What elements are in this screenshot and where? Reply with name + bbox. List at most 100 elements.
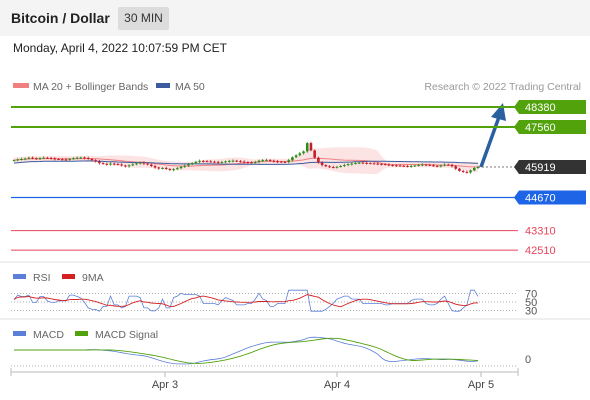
candle-body [168, 168, 172, 170]
header-bar [0, 0, 590, 36]
candle-body [79, 157, 83, 159]
candle-body [291, 157, 294, 161]
candle-body [253, 162, 257, 164]
candle-body [461, 170, 465, 172]
candle-body [205, 161, 209, 163]
candle-body [402, 165, 406, 167]
candle-body [279, 161, 283, 163]
candle-body [53, 158, 57, 160]
candle-body [354, 163, 357, 165]
candle-body [68, 158, 71, 160]
level-tag-resistance [514, 120, 586, 134]
candle-body [398, 165, 402, 167]
candle-body [131, 164, 135, 166]
level-label-resistance: 47560 [525, 122, 556, 134]
candle-body [346, 164, 350, 166]
candle-body [224, 161, 227, 163]
candle-body [94, 160, 97, 162]
candle-body [435, 165, 439, 167]
candle-body [86, 157, 90, 159]
candle-body [458, 168, 461, 171]
rsi-ma-legend-swatch [62, 274, 75, 279]
macd-pane: 0 [11, 336, 531, 367]
candle-body [350, 163, 354, 165]
bollinger-band-fill [14, 147, 478, 175]
candle-body [164, 167, 168, 169]
candle-body [75, 157, 79, 159]
candle-body [320, 162, 324, 166]
candle-body [16, 159, 20, 161]
candle-body [250, 162, 253, 164]
bollinger-legend-label: MA 20 + Bollinger Bands [33, 81, 148, 93]
candle-body [187, 164, 190, 166]
candle-body [298, 153, 302, 156]
candle-body [194, 161, 198, 164]
candle-body [372, 163, 376, 165]
candle-body [413, 165, 417, 167]
candle-body [409, 166, 413, 168]
candle-body [153, 166, 157, 168]
candle-body [138, 162, 142, 164]
macd-zero-label: 0 [525, 354, 531, 366]
candle-body [90, 158, 94, 161]
candle-body [261, 160, 265, 162]
candle-body [135, 163, 138, 165]
candle-body [324, 165, 328, 167]
chart-legend: MA 20 + Bollinger Bands MA 50 Research ©… [13, 81, 581, 93]
candle-body [302, 151, 305, 154]
candle-body [23, 158, 27, 160]
ma50-line [13, 160, 479, 165]
candle-body [428, 164, 432, 166]
candle-body [305, 143, 309, 152]
x-axis: Apr 3 Apr 4 Apr 5 [10, 368, 519, 391]
rsi-ma-legend-label: 9MA [82, 272, 104, 284]
candle-body [109, 163, 112, 165]
candle-body [242, 161, 246, 163]
candle-body [12, 160, 16, 162]
candle-body [380, 163, 383, 165]
macd-signal-legend-label: MACD Signal [95, 329, 158, 341]
candle-body [60, 159, 64, 161]
candle-body [34, 158, 38, 160]
macd-legend-label: MACD [33, 329, 64, 341]
candle-body [179, 166, 183, 169]
candle-body [112, 163, 116, 165]
timeframe-badge[interactable]: 30 MIN [118, 7, 169, 30]
candle-body [183, 165, 187, 167]
candle-body [38, 158, 42, 160]
ma20-line [13, 157, 479, 168]
main-pane [12, 102, 506, 175]
rsi-legend-swatch [13, 274, 26, 279]
candle-body [142, 162, 146, 164]
candle-body [124, 165, 127, 167]
rsi-legend: RSI 9MA [13, 272, 104, 284]
forecast-arrow-shaft [479, 116, 501, 168]
candle-body [190, 163, 194, 165]
level-tag-resistance [514, 100, 586, 114]
datetime-label: Monday, April 4, 2022 10:07:59 PM CET [13, 41, 227, 55]
level-label-target: 43310 [525, 226, 556, 238]
candle-body [116, 164, 120, 166]
level-tag-current [514, 160, 586, 175]
macd-legend: MACD MACD Signal [13, 329, 158, 341]
candle-body [216, 161, 220, 163]
candle-body [42, 157, 45, 159]
candle-body [335, 166, 339, 168]
rsi-level-label: 70 [525, 289, 537, 301]
candle-body [101, 163, 105, 165]
candle-body [120, 164, 123, 166]
candle-body [209, 161, 213, 163]
candle-body [27, 157, 31, 159]
x-tick-label: Apr 4 [324, 379, 350, 391]
candle-body [317, 157, 320, 163]
candle-body [276, 161, 279, 163]
ma50-legend-swatch [156, 83, 170, 88]
candle-body [202, 160, 205, 162]
candle-body [272, 160, 276, 162]
candle-body [443, 164, 446, 166]
candle-body [72, 158, 75, 160]
candle-body [220, 162, 224, 164]
candle-body [198, 160, 201, 162]
candle-body [387, 164, 391, 166]
